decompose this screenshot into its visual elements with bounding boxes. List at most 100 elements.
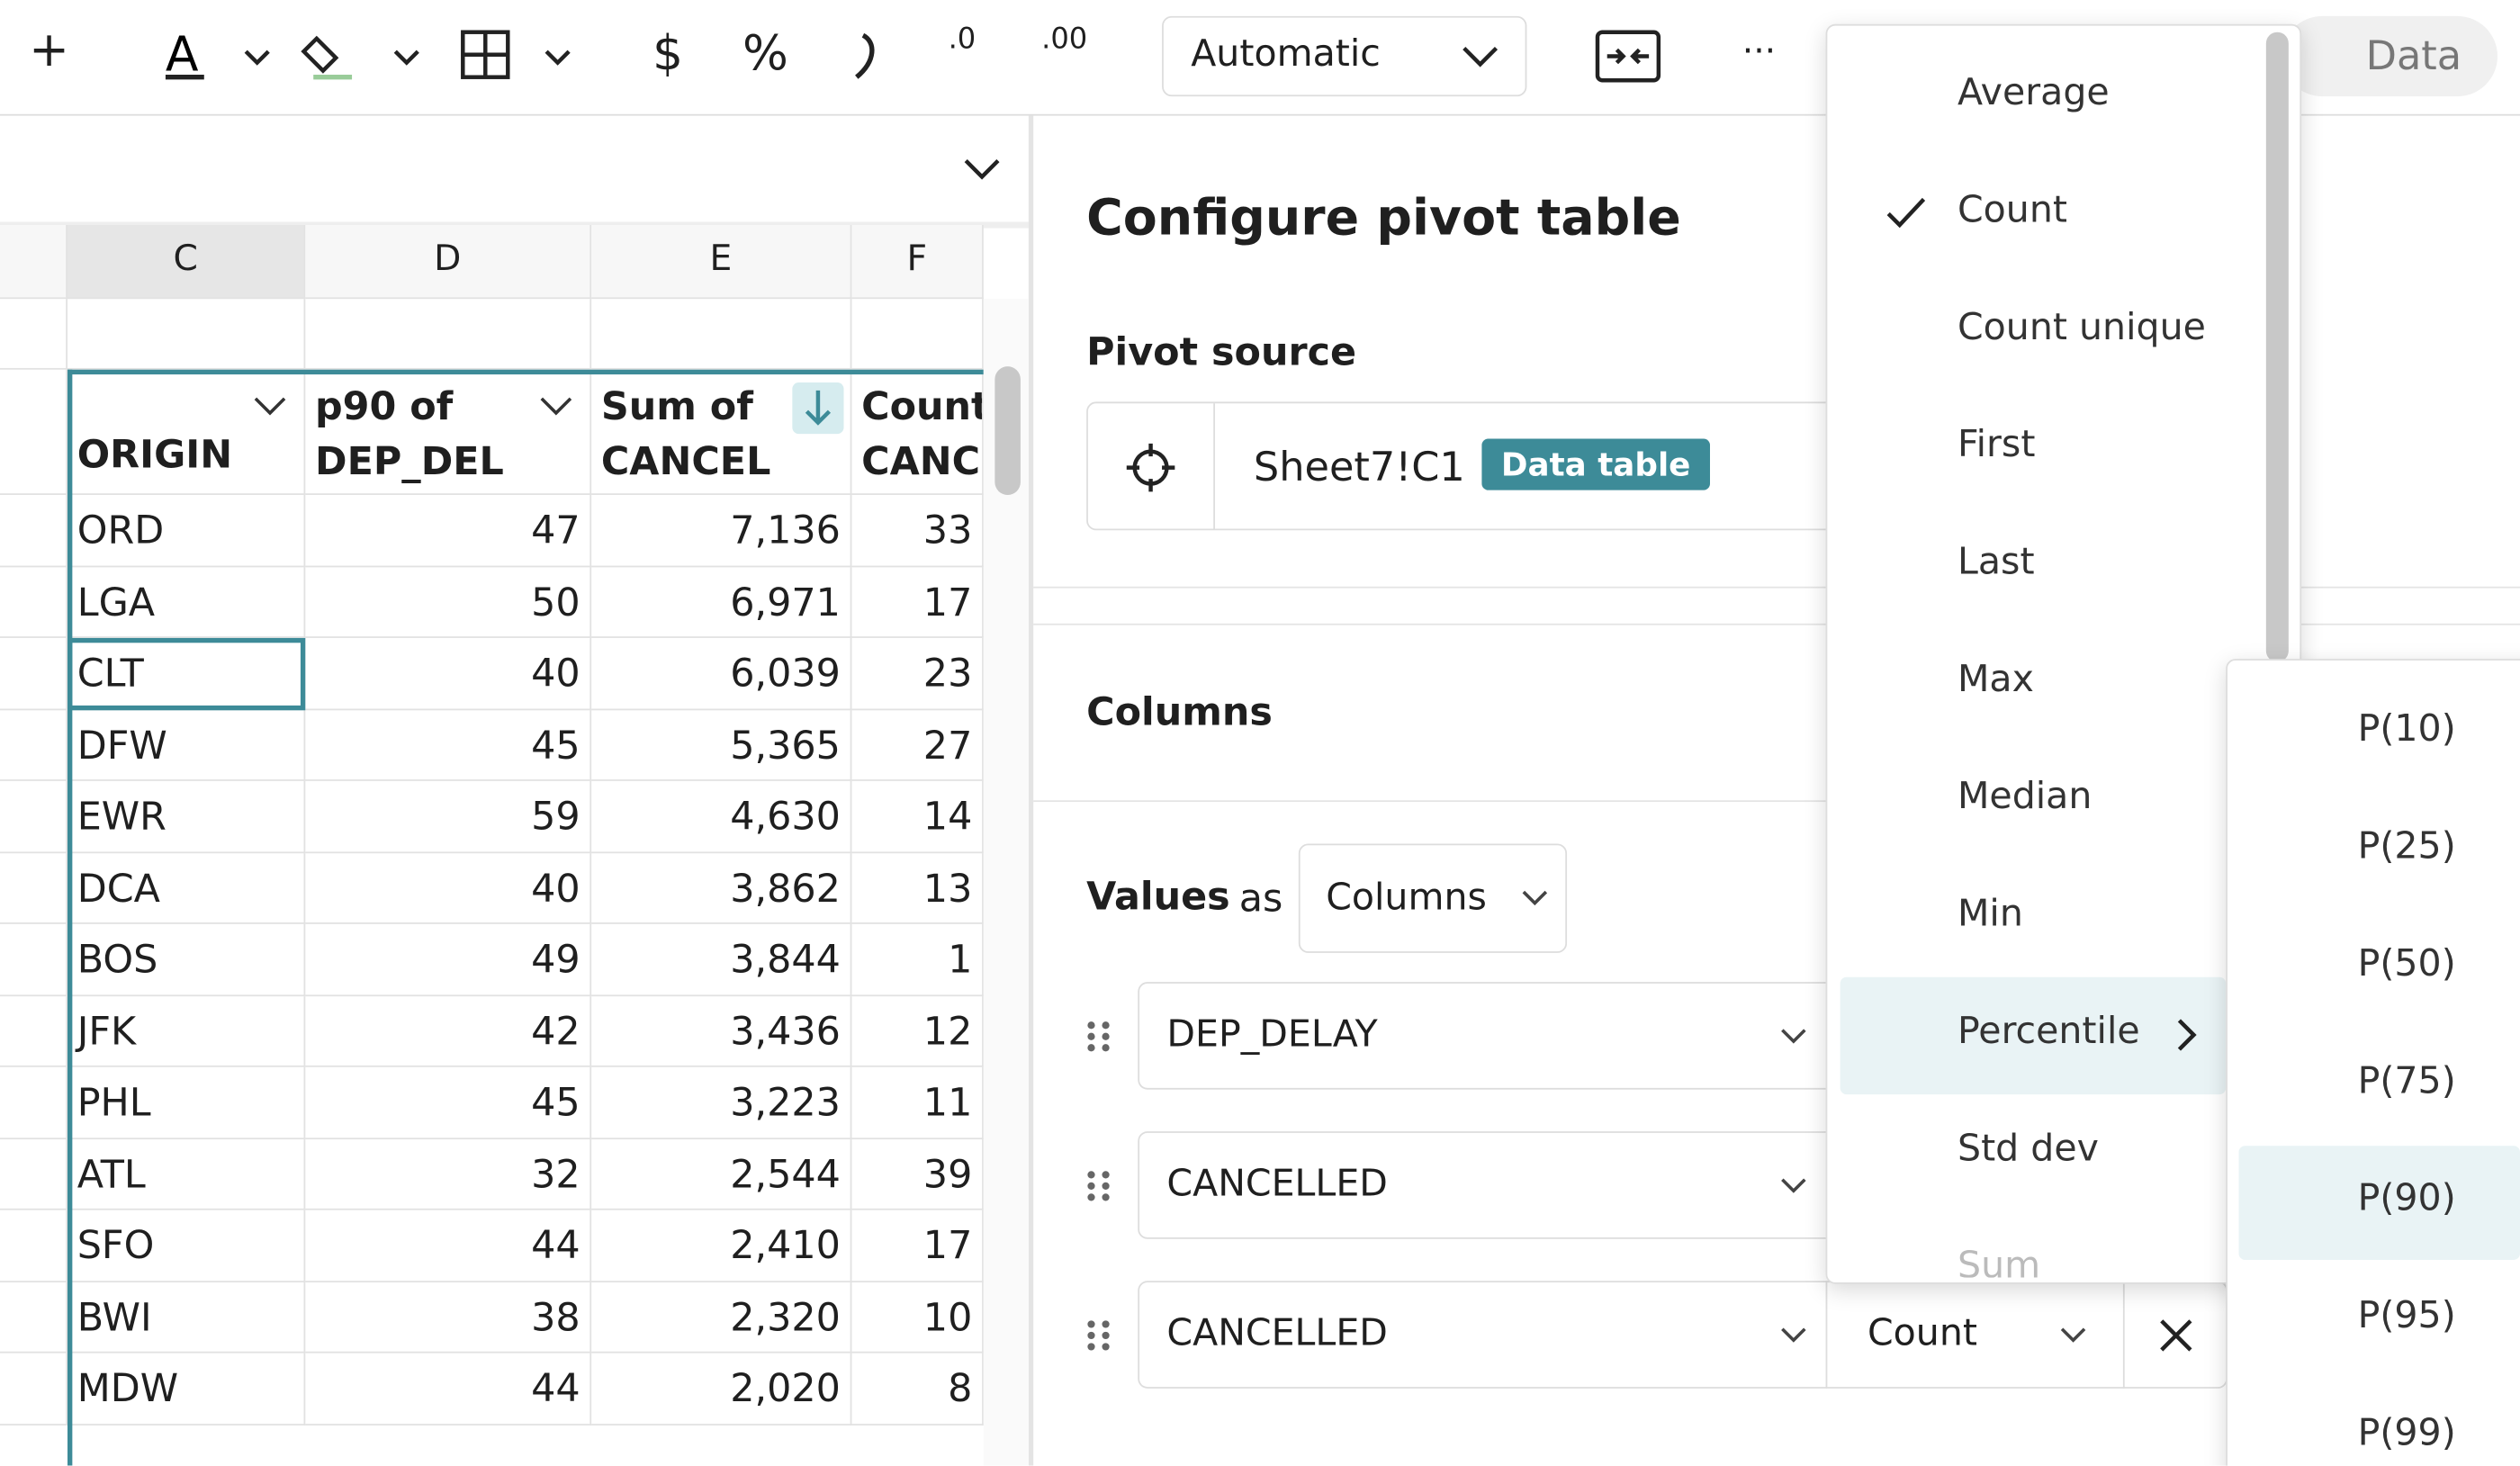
cell[interactable]: 14 [851,780,984,853]
menu-item[interactable]: Percentile [1957,1011,2140,1053]
field-dropdown[interactable] [1138,982,1845,1090]
cell[interactable]: PHL [67,1066,306,1139]
cell[interactable]: 17 [851,1210,984,1282]
cell[interactable]: 59 [305,780,592,853]
menu-item[interactable]: Average [1957,72,2110,114]
submenu-item[interactable]: P(50) [2357,943,2456,985]
format-icons[interactable]: A [153,22,603,86]
cell[interactable]: 50 [305,566,592,638]
menu-item[interactable]: Max [1957,659,2034,701]
cell[interactable]: 2,410 [591,1210,852,1282]
pivot-header[interactable]: ORIGIN [67,369,306,495]
cell[interactable]: 39 [851,1138,984,1210]
cell[interactable]: BOS [67,923,306,996]
cell[interactable]: 32 [305,1138,592,1210]
cell[interactable]: 40 [305,852,592,924]
cell[interactable]: 23 [851,637,984,710]
submenu-item[interactable]: P(95) [2357,1295,2456,1337]
cell[interactable]: 1 [851,923,984,996]
cell[interactable]: 40 [305,637,592,710]
cell[interactable]: MDW [67,1353,306,1426]
wrap-icon[interactable] [1591,26,1665,87]
cell[interactable]: 45 [305,1066,592,1139]
cell[interactable]: 11 [851,1066,984,1139]
drag-handle[interactable] [1086,1316,1112,1354]
cell[interactable]: EWR [67,780,306,853]
aggregation-value[interactable]: Count [1867,1312,1977,1355]
cell[interactable]: 4,630 [591,780,852,853]
expand-chevron[interactable] [961,154,1003,183]
column-header[interactable]: C [67,224,306,300]
cell[interactable]: ATL [67,1138,306,1210]
cell[interactable]: 33 [851,494,984,567]
cell[interactable]: 10 [851,1282,984,1354]
cell[interactable]: 5,365 [591,709,852,781]
submenu-item[interactable]: P(10) [2357,708,2456,751]
drag-handle[interactable] [1086,1166,1112,1205]
cell[interactable]: 2,020 [591,1353,852,1426]
increase-decimals[interactable]: .00 [1041,22,1088,57]
comma-icon[interactable] [843,29,892,84]
decrease-decimals[interactable]: .0 [948,22,976,57]
cell[interactable]: 7,136 [591,494,852,567]
currency-button[interactable]: $ [652,25,684,83]
menu-item[interactable]: First [1957,424,2036,466]
column-header[interactable]: E [591,224,852,300]
cell[interactable]: 6,039 [591,637,852,710]
pivot-header[interactable]: Sum of CANCEL [591,369,852,495]
cell[interactable]: BWI [67,1282,306,1354]
cell[interactable]: 6,971 [591,566,852,638]
submenu-item[interactable]: P(25) [2357,825,2456,868]
menu-item[interactable]: Last [1957,541,2035,584]
cell[interactable]: 3,844 [591,923,852,996]
menu-item[interactable]: Count unique [1957,307,2206,349]
percent-button[interactable]: % [742,25,788,83]
menu-item[interactable]: Std dev [1957,1128,2099,1170]
pivot-header[interactable]: Count CANC [851,369,984,495]
cell[interactable]: 47 [305,494,592,567]
cell[interactable]: 42 [305,995,592,1067]
cell[interactable]: 3,223 [591,1066,852,1139]
menu-item[interactable]: Count [1957,189,2067,232]
cell[interactable]: 44 [305,1210,592,1282]
menu-item[interactable]: Median [1957,776,2092,818]
menu-item[interactable]: Min [1957,893,2023,936]
cell[interactable]: LGA [67,566,306,638]
cell[interactable]: 49 [305,923,592,996]
menu-scroll-thumb[interactable] [2265,31,2289,662]
menu-item[interactable]: Sum [1957,1245,2041,1278]
values-as-dropdown[interactable] [1298,843,1568,953]
data-button[interactable] [2282,15,2498,97]
submenu-item[interactable]: P(90) [2357,1177,2456,1220]
cell[interactable]: JFK [67,995,306,1067]
cell[interactable]: 17 [851,566,984,638]
sort-icon[interactable] [792,382,844,435]
format-dropdown[interactable] [1162,15,1527,97]
cell[interactable]: 44 [305,1353,592,1426]
field-dropdown[interactable] [1138,1131,1845,1239]
cell[interactable]: 2,320 [591,1282,852,1354]
cell[interactable]: 38 [305,1282,592,1354]
remove-button[interactable] [2156,1316,2195,1354]
drag-handle[interactable] [1086,1017,1112,1056]
scroll-thumb[interactable] [994,366,1021,495]
add-button[interactable]: + [29,22,70,79]
header-chevron[interactable] [252,395,287,418]
cell[interactable]: ORD [67,494,306,567]
cell[interactable]: 45 [305,709,592,781]
header-chevron[interactable] [538,395,573,418]
cell[interactable]: 3,862 [591,852,852,924]
submenu-item[interactable]: P(99) [2357,1412,2456,1455]
cell[interactable]: DFW [67,709,306,781]
column-header[interactable]: D [305,224,592,300]
cell[interactable]: 2,544 [591,1138,852,1210]
cell[interactable]: 3,436 [591,995,852,1067]
more-button[interactable]: ··· [1742,31,1777,73]
cell[interactable]: 8 [851,1353,984,1426]
field-dropdown[interactable] [1138,1281,2228,1389]
cell[interactable]: DCA [67,852,306,924]
cell[interactable]: SFO [67,1210,306,1282]
cell[interactable]: 12 [851,995,984,1067]
submenu-item[interactable]: P(75) [2357,1060,2456,1102]
column-header[interactable]: F [851,224,984,300]
